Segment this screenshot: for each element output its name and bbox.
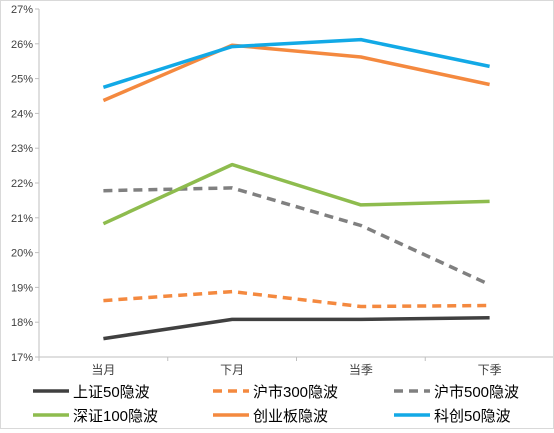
y-tick-label: 19% <box>11 282 33 294</box>
y-tick-label: 25% <box>11 74 33 86</box>
legend-label: 深证100隐波 <box>73 408 158 425</box>
y-tick-label: 26% <box>11 39 33 51</box>
y-tick-label: 20% <box>11 248 33 260</box>
y-tick-label: 23% <box>11 143 33 155</box>
x-tick-label: 当季 <box>349 363 373 377</box>
y-tick-label: 18% <box>11 317 33 329</box>
x-tick-label: 下季 <box>478 363 502 377</box>
y-tick-label: 27% <box>11 4 33 16</box>
series-line <box>103 289 490 309</box>
x-tick-label: 当月 <box>91 363 115 377</box>
legend-label: 科创50隐波 <box>434 408 511 425</box>
y-tick-label: 22% <box>11 178 33 190</box>
y-tick-label: 17% <box>11 352 33 364</box>
series-line <box>103 186 491 287</box>
series-lines <box>102 37 491 341</box>
legend-label: 沪市300隐波 <box>253 384 338 401</box>
y-tick-label: 21% <box>11 213 33 225</box>
series-line <box>102 37 490 89</box>
legend-label: 创业板隐波 <box>253 407 328 425</box>
series-line <box>103 315 490 341</box>
series-line <box>102 162 490 226</box>
x-tick-label: 下月 <box>220 363 244 377</box>
legend-label: 沪市500隐波 <box>434 384 519 401</box>
series-line <box>102 43 490 103</box>
axes: 17% 18% 19% 20% 21% 22% 23% 24% 25% 26% 27% 当月 下月 当季 下… <box>11 4 554 377</box>
y-tick-label: 24% <box>11 108 33 120</box>
legend-label: 上证50隐波 <box>73 384 150 401</box>
